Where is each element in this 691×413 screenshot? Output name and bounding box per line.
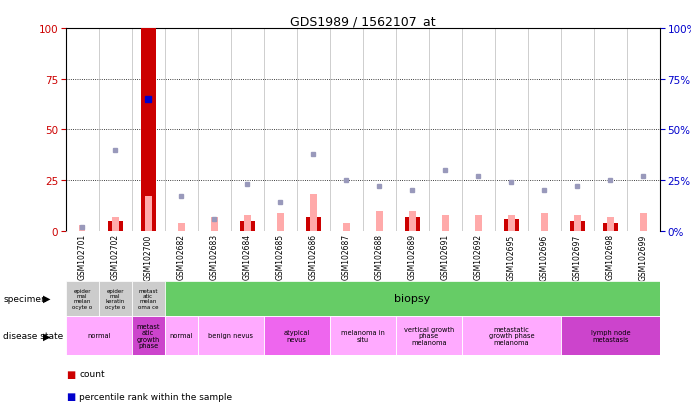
Text: GSM102695: GSM102695 (507, 234, 516, 280)
Text: disease state: disease state (3, 331, 64, 340)
Text: GSM102687: GSM102687 (342, 234, 351, 280)
Text: GSM102691: GSM102691 (441, 234, 450, 280)
Bar (108, 221, 122, 231)
Text: GSM102692: GSM102692 (474, 234, 483, 280)
Bar (66, 316, 132, 355)
Bar (343, 223, 350, 231)
Text: ■: ■ (66, 392, 75, 401)
Text: vertical growth
phase
melanoma: vertical growth phase melanoma (404, 326, 454, 345)
Bar (141, 29, 155, 231)
Bar (541, 213, 548, 231)
Title: GDS1989 / 1562107_at: GDS1989 / 1562107_at (290, 15, 435, 28)
Bar (145, 197, 151, 231)
Bar (508, 215, 515, 231)
Bar (409, 211, 416, 231)
Bar (132, 281, 164, 316)
Text: GSM102686: GSM102686 (309, 234, 318, 280)
Bar (570, 221, 585, 231)
Text: ▶: ▶ (43, 330, 50, 341)
Bar (561, 316, 660, 355)
Bar (240, 221, 255, 231)
Bar (79, 225, 86, 231)
Bar (99, 281, 132, 316)
Text: melanoma in
situ: melanoma in situ (341, 329, 385, 342)
Bar (310, 195, 316, 231)
Bar (211, 217, 218, 231)
Bar (244, 215, 251, 231)
Bar (475, 215, 482, 231)
Text: GSM102700: GSM102700 (144, 234, 153, 280)
Text: GSM102689: GSM102689 (408, 234, 417, 280)
Bar (164, 316, 198, 355)
Text: ■: ■ (66, 369, 75, 379)
Text: GSM102697: GSM102697 (573, 234, 582, 280)
Bar (504, 219, 519, 231)
Bar (306, 217, 321, 231)
Text: specimen: specimen (3, 294, 47, 303)
Text: normal: normal (87, 332, 111, 339)
Text: GSM102688: GSM102688 (375, 234, 384, 280)
Bar (574, 215, 580, 231)
Text: GSM102702: GSM102702 (111, 234, 120, 280)
Bar (198, 316, 264, 355)
Text: metast
atic
melan
oma ce: metast atic melan oma ce (138, 288, 158, 309)
Text: GSM102699: GSM102699 (639, 234, 648, 280)
Bar (640, 213, 647, 231)
Text: GSM102684: GSM102684 (243, 234, 252, 280)
Text: GSM102682: GSM102682 (177, 234, 186, 280)
Bar (607, 217, 614, 231)
Bar (164, 281, 660, 316)
Bar (376, 211, 383, 231)
Text: benign nevus: benign nevus (208, 332, 253, 339)
Text: count: count (79, 369, 105, 378)
Text: lymph node
metastasis: lymph node metastasis (591, 329, 630, 342)
Text: GSM102685: GSM102685 (276, 234, 285, 280)
Text: percentile rank within the sample: percentile rank within the sample (79, 392, 233, 401)
Bar (264, 316, 330, 355)
Text: biopsy: biopsy (394, 293, 430, 304)
Text: GSM102683: GSM102683 (209, 234, 219, 280)
Text: GSM102698: GSM102698 (606, 234, 615, 280)
Text: metast
atic
growth
phase: metast atic growth phase (136, 323, 160, 348)
Bar (462, 316, 561, 355)
Text: epider
mal
keratin
ocyte o: epider mal keratin ocyte o (105, 288, 125, 309)
Bar (112, 217, 119, 231)
Text: GSM102696: GSM102696 (540, 234, 549, 280)
Bar (330, 316, 396, 355)
Bar (277, 213, 283, 231)
Bar (132, 316, 164, 355)
Text: epider
mal
melan
ocyte o: epider mal melan ocyte o (72, 288, 93, 309)
Bar (66, 281, 99, 316)
Bar (442, 215, 448, 231)
Bar (396, 316, 462, 355)
Text: metastatic
growth phase
melanoma: metastatic growth phase melanoma (489, 326, 534, 345)
Bar (405, 217, 419, 231)
Text: normal: normal (169, 332, 193, 339)
Text: atypical
nevus: atypical nevus (283, 329, 310, 342)
Bar (603, 223, 618, 231)
Bar (178, 223, 184, 231)
Text: GSM102701: GSM102701 (77, 234, 86, 280)
Text: ▶: ▶ (43, 293, 50, 304)
